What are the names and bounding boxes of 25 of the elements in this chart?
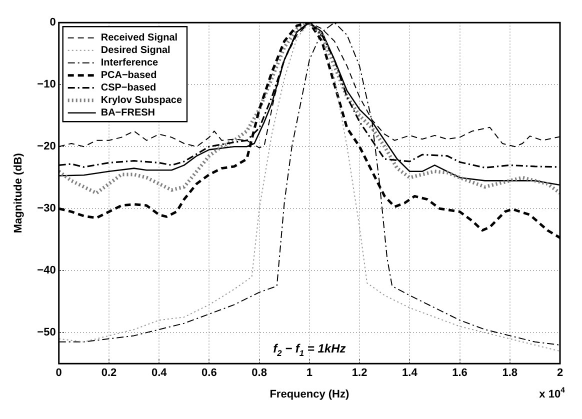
x-tick-label: 0.2 (101, 367, 117, 380)
legend-label: Desired Signal (100, 45, 171, 56)
y-tick-label: −30 (37, 202, 56, 215)
legend-label: BA−FRESH (100, 108, 156, 119)
legend-label: Received Signal (100, 32, 178, 44)
x-tick-label: 0.8 (252, 367, 267, 380)
x-tick-label: 1.6 (452, 367, 468, 380)
x-tick-label: 2 (556, 367, 564, 380)
x-tick-label: 0.6 (202, 367, 217, 380)
legend-label: CSP−based (100, 82, 156, 94)
x-tick-label: 1.8 (502, 367, 518, 380)
x-tick-label: 1.2 (352, 367, 368, 380)
x-axis-title: Frequency (Hz) (270, 388, 350, 400)
x-tick-label: 1.4 (402, 367, 418, 380)
y-tick-label: −20 (37, 140, 56, 153)
y-tick-label: −50 (37, 326, 56, 339)
legend-label: Interference (100, 58, 159, 69)
y-axis-title: Magnitude (dB) (12, 152, 25, 234)
y-tick-label: −40 (37, 264, 56, 277)
x-tick-label: 0.4 (151, 367, 168, 380)
legend-label: PCA−based (100, 70, 157, 82)
y-tick-label: 0 (50, 16, 56, 29)
x-tick-label: 1 (306, 367, 312, 380)
legend-label: Krylov Subspace (100, 95, 182, 106)
y-tick-label: −10 (37, 78, 56, 91)
